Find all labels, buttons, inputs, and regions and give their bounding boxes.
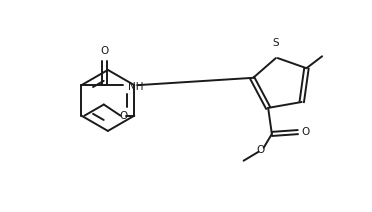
Text: O: O — [119, 111, 127, 121]
Text: O: O — [100, 46, 109, 56]
Text: NH: NH — [128, 82, 143, 92]
Text: S: S — [273, 38, 279, 48]
Text: O: O — [302, 127, 310, 137]
Text: O: O — [257, 145, 265, 155]
